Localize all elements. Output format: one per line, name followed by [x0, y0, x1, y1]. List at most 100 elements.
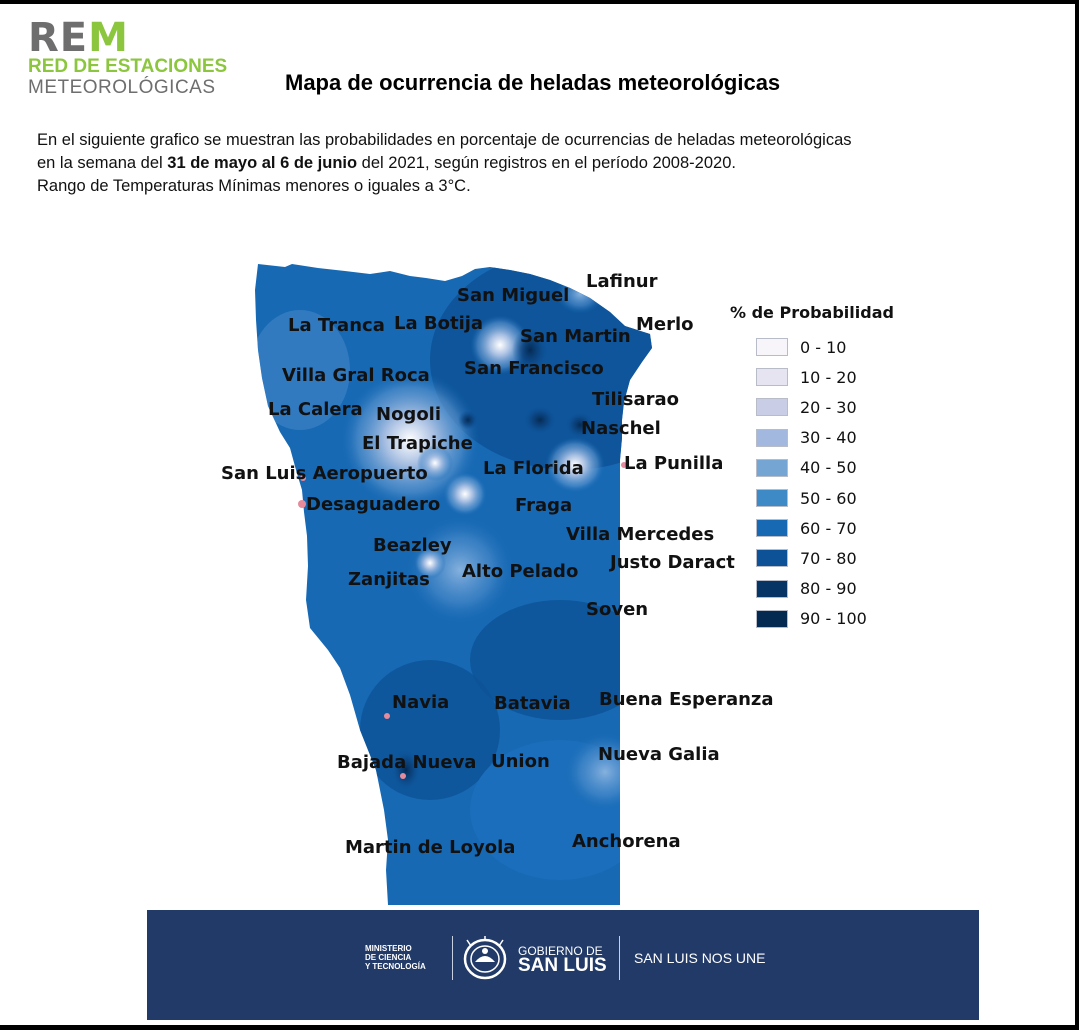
legend-label: 50 - 60 — [800, 488, 857, 508]
place-martin-de-loyola: Martin de Loyola — [345, 837, 516, 858]
legend-title: % de Probabilidad — [730, 303, 894, 322]
top-border — [0, 0, 1079, 4]
rem-logo-line1: RED DE ESTACIONES — [28, 56, 228, 77]
station-marker — [621, 462, 627, 468]
legend-swatch — [756, 519, 788, 538]
rem-logo: REM RED DE ESTACIONES METEOROLÓGICAS — [28, 16, 227, 99]
legend-label: 40 - 50 — [800, 458, 857, 478]
san-luis-seal-icon — [461, 936, 509, 986]
legend-swatch — [756, 368, 788, 387]
place-anchorena: Anchorena — [572, 831, 681, 852]
place-soven: Soven — [586, 599, 649, 620]
legend-items: 0 - 10 10 - 20 20 - 30 30 - 40 40 - 50 50 - 6… — [730, 332, 894, 634]
legend-item: 70 - 80 — [756, 543, 894, 573]
right-border — [1075, 0, 1079, 1030]
place-la-calera: La Calera — [268, 399, 363, 420]
legend-swatch — [756, 579, 788, 598]
rem-logo-m: M — [88, 15, 129, 61]
gov-line2: SAN LUIS — [518, 955, 607, 976]
description-dates: 31 de mayo al 6 de junio — [167, 154, 358, 172]
station-marker — [400, 773, 406, 779]
place-la-tranca: La Tranca — [288, 315, 385, 336]
place-la-punilla: La Punilla — [624, 453, 724, 474]
legend-label: 10 - 20 — [800, 367, 857, 387]
station-marker — [384, 713, 390, 719]
legend-label: 30 - 40 — [800, 428, 857, 448]
legend-swatch — [756, 398, 788, 417]
description-line1: En el siguiente grafico se muestran las … — [37, 131, 852, 149]
place-nogoli: Nogoli — [376, 404, 442, 425]
description-line2-pre: en la semana del — [37, 154, 168, 172]
legend-item: 20 - 30 — [756, 392, 894, 422]
province-map — [255, 264, 652, 905]
description-line2-post: del 2021, según registros en el período … — [357, 154, 736, 172]
ministry-label: MINISTERIO DE CIENCIA Y TECNOLOGÍA — [365, 944, 426, 971]
legend-label: 60 - 70 — [800, 518, 857, 538]
bottom-border — [0, 1025, 1079, 1030]
place-san-martin: San Martin — [520, 326, 631, 347]
legend-item: 50 - 60 — [756, 483, 894, 513]
place-lafinur: Lafinur — [586, 271, 658, 292]
ministry-line3: Y TECNOLOGÍA — [365, 962, 426, 971]
place-merlo: Merlo — [636, 314, 694, 335]
legend-label: 80 - 90 — [800, 579, 857, 599]
place-fraga: Fraga — [515, 495, 573, 516]
rem-logo-line2: METEOROLÓGICAS — [28, 77, 216, 98]
place-navia: Navia — [392, 692, 450, 713]
legend-swatch — [756, 338, 788, 357]
legend-label: 90 - 100 — [800, 609, 867, 629]
footer-slogan: SAN LUIS NOS UNE — [634, 950, 766, 966]
place-tilisarao: Tilisarao — [592, 389, 680, 410]
frost-map: Lafinur San Miguel Merlo La Tranca La Bo… — [210, 250, 774, 910]
legend-item: 10 - 20 — [756, 362, 894, 392]
place-bajada-nueva: Bajada Nueva — [337, 752, 477, 773]
place-la-botija: La Botija — [394, 313, 484, 334]
description: En el siguiente grafico se muestran las … — [37, 129, 1027, 198]
place-san-francisco: San Francisco — [464, 358, 604, 379]
station-marker — [298, 500, 306, 508]
place-san-miguel: San Miguel — [457, 285, 570, 306]
legend-label: 20 - 30 — [800, 397, 857, 417]
place-desaguadero: Desaguadero — [306, 494, 441, 515]
place-alto-pelado: Alto Pelado — [462, 561, 579, 582]
place-buena-esperanza: Buena Esperanza — [599, 689, 774, 710]
place-la-florida: La Florida — [483, 458, 584, 479]
rem-logo-re: RE — [28, 15, 89, 61]
legend-item: 60 - 70 — [756, 513, 894, 543]
place-union: Union — [491, 751, 550, 772]
legend-label: 0 - 10 — [800, 337, 847, 357]
page-title: Mapa de ocurrencia de heladas meteorológ… — [285, 70, 781, 95]
legend-item: 0 - 10 — [756, 332, 894, 362]
probability-legend: % de Probabilidad 0 - 10 10 - 20 20 - 30 30… — [730, 303, 894, 634]
legend-swatch — [756, 489, 788, 508]
place-batavia: Batavia — [494, 693, 571, 714]
legend-swatch — [756, 458, 788, 477]
legend-item: 90 - 100 — [756, 604, 894, 634]
place-villa-gral-roca: Villa Gral Roca — [282, 365, 430, 386]
place-el-trapiche: El Trapiche — [362, 433, 473, 454]
legend-label: 70 - 80 — [800, 548, 857, 568]
description-line3: Rango de Temperaturas Mínimas menores o … — [37, 177, 471, 195]
footer-banner: MINISTERIO DE CIENCIA Y TECNOLOGÍA GOBIE… — [147, 910, 979, 1020]
legend-item: 40 - 50 — [756, 453, 894, 483]
footer-divider — [619, 936, 620, 980]
gov-line1: GOBIERNO DE — [518, 944, 603, 958]
legend-item: 80 - 90 — [756, 574, 894, 604]
ministry-line1: MINISTERIO — [365, 944, 412, 953]
legend-swatch — [756, 609, 788, 628]
place-nueva-galia: Nueva Galia — [598, 744, 720, 765]
legend-item: 30 - 40 — [756, 423, 894, 453]
place-san-luis-aeropuerto: San Luis Aeropuerto — [221, 463, 428, 484]
station-marker — [300, 475, 306, 481]
place-naschel: Naschel — [581, 418, 661, 439]
place-beazley: Beazley — [373, 535, 452, 556]
description-line2: en la semana del 31 de mayo al 6 de juni… — [37, 152, 1027, 175]
place-villa-mercedes: Villa Mercedes — [566, 524, 715, 545]
footer-divider — [452, 936, 453, 980]
rem-logo-mark: REM — [28, 16, 227, 60]
place-justo-daract: Justo Daract — [610, 552, 735, 573]
legend-swatch — [756, 428, 788, 447]
place-zanjitas: Zanjitas — [348, 569, 430, 590]
ministry-line2: DE CIENCIA — [365, 953, 412, 962]
legend-swatch — [756, 549, 788, 568]
